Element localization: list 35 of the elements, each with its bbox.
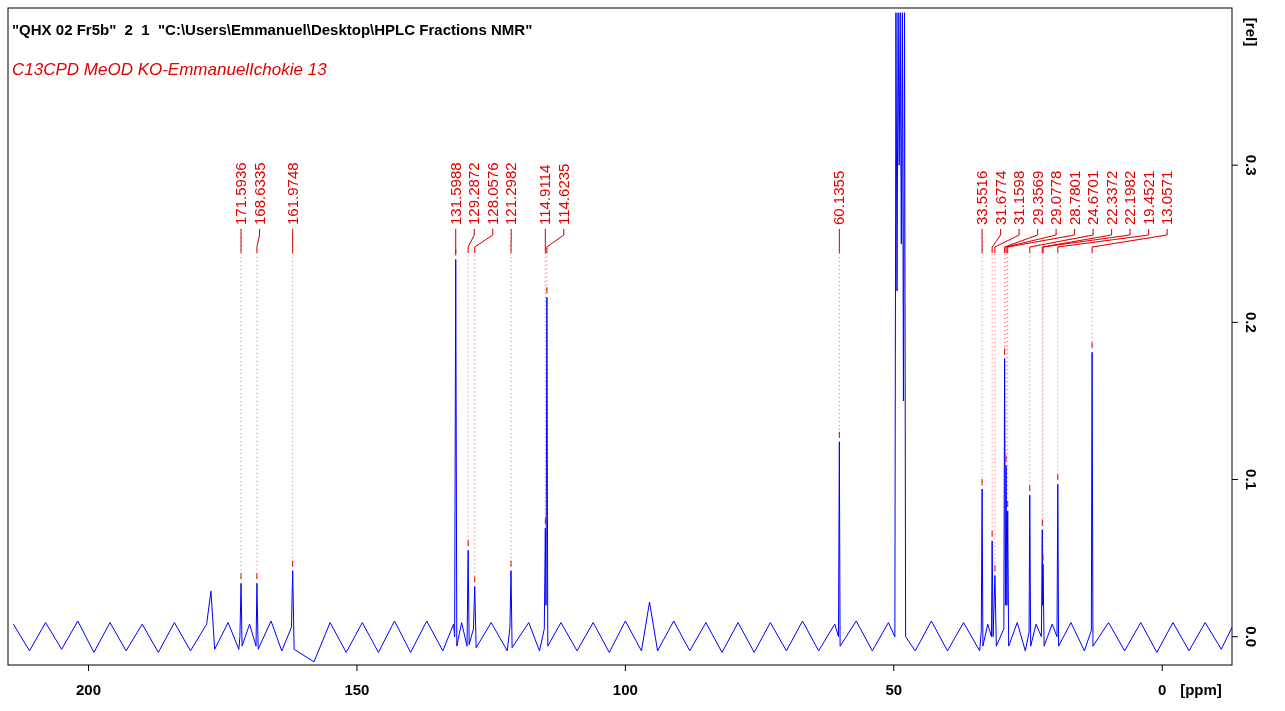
annotation: 161.9748 <box>283 162 301 225</box>
x-tick-label: 100 <box>612 681 638 698</box>
annotation: 29.3569 <box>1028 170 1046 225</box>
y-axis-title: [rel] <box>1243 17 1260 47</box>
annotation: 60.1355 <box>830 170 848 225</box>
annotation: 22.1982 <box>1121 170 1139 225</box>
x-axis-title: [ppm] <box>1180 681 1222 698</box>
annotation: 129.2872 <box>465 162 483 225</box>
annotation: 22.3372 <box>1102 170 1120 225</box>
annotation: 114.6235 <box>554 163 572 225</box>
y-tick-label: 0.0 <box>1243 626 1260 648</box>
annotation: 19.4521 <box>1139 170 1157 225</box>
annotation: 128.0576 <box>483 162 501 225</box>
x-tick-label: 0 <box>1158 681 1167 698</box>
annotation: 29.0778 <box>1047 170 1065 225</box>
y-tick-label: 0.1 <box>1243 469 1260 490</box>
text: "QHX 02 Fr5b" 2 1 "C:\Users\Emmanuel\Desktop\HPLC Fractions NMR" <box>12 21 533 38</box>
annotation: 31.6774 <box>991 170 1009 225</box>
annotation: 24.6701 <box>1084 170 1102 225</box>
annotation: 114.9114 <box>536 164 554 225</box>
annotation: 171.5936 <box>232 162 250 225</box>
text: C13CPD MeOD KO-EmmanuelIchokie 13 <box>12 60 328 79</box>
annotation: 28.7801 <box>1065 170 1083 225</box>
x-tick-label: 50 <box>885 681 903 698</box>
annotation: 13.0571 <box>1158 170 1176 225</box>
annotation: 31.1598 <box>1010 170 1028 225</box>
annotation: 33.5516 <box>973 170 991 225</box>
annotation: 131.5988 <box>446 162 464 225</box>
x-tick-label: 200 <box>76 681 102 698</box>
y-tick-label: 0.3 <box>1243 154 1260 176</box>
y-tick-label: 0.2 <box>1243 311 1260 333</box>
line-series <box>12 12 1232 663</box>
annotation: 168.6335 <box>250 162 268 225</box>
annotation: 121.2982 <box>502 162 520 225</box>
x-tick-label: 150 <box>344 681 370 698</box>
